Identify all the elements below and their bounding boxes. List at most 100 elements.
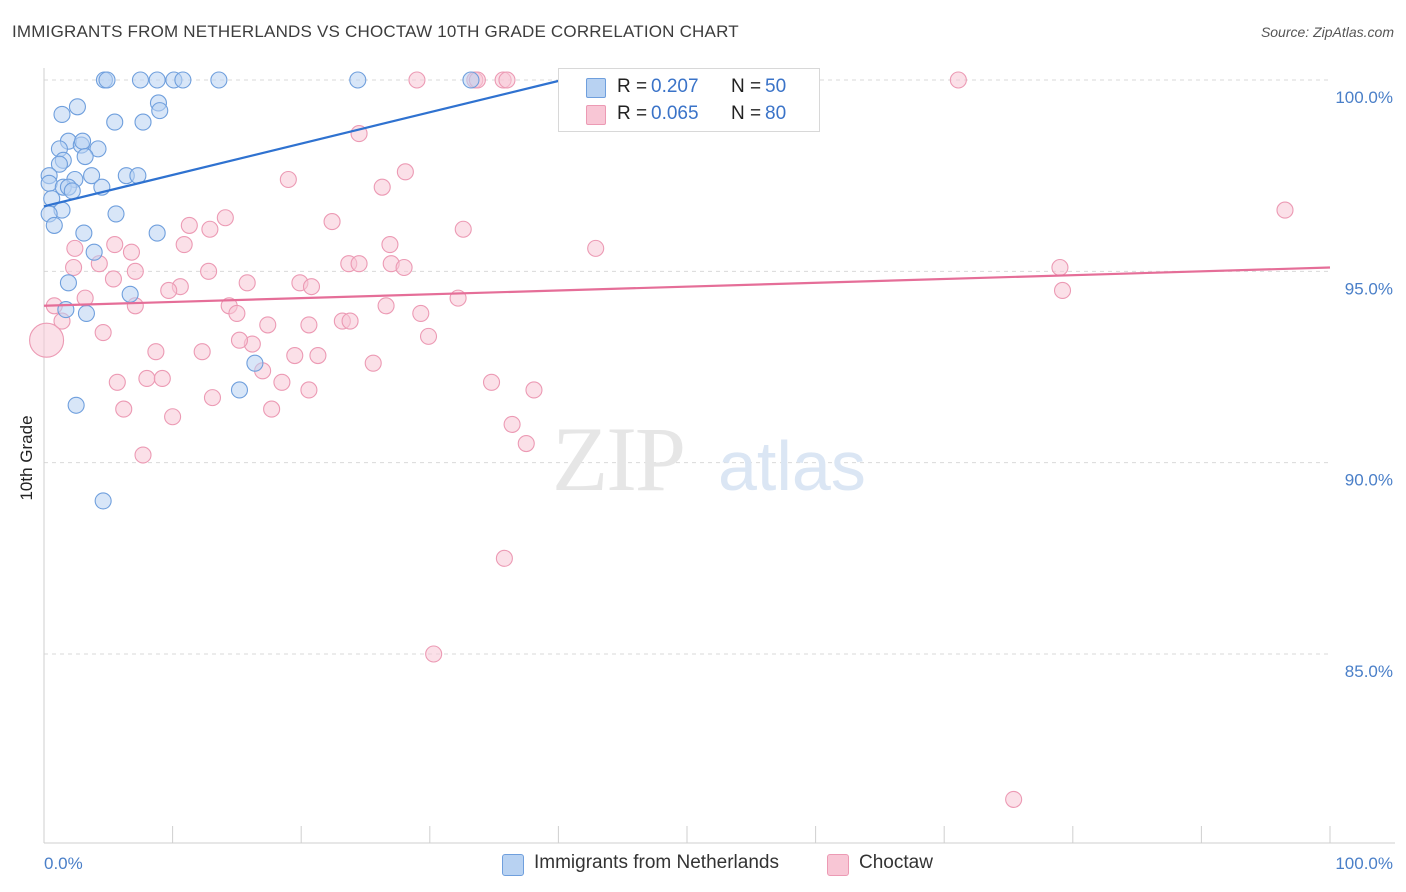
y-tick-label: 100.0% xyxy=(1335,88,1393,107)
choctaw-point xyxy=(300,381,318,399)
x-tick-label-end: 100.0% xyxy=(1335,854,1393,873)
choctaw-point xyxy=(454,220,472,238)
netherlands-swatch xyxy=(586,78,606,98)
choctaw-point xyxy=(412,304,430,322)
netherlands-point xyxy=(77,304,95,322)
netherlands-point xyxy=(106,113,124,131)
netherlands-point xyxy=(148,224,166,242)
choctaw-point xyxy=(238,274,256,292)
choctaw-point xyxy=(396,163,414,181)
netherlands-point xyxy=(89,140,107,158)
choctaw-point xyxy=(228,304,246,322)
n-value: 50 xyxy=(765,76,787,97)
n-label: N = xyxy=(731,76,762,97)
trend-layer xyxy=(43,78,1331,307)
choctaw-point xyxy=(164,408,182,426)
choctaw-point xyxy=(517,434,535,453)
choctaw-point xyxy=(1053,281,1072,300)
choctaw-point xyxy=(323,213,341,231)
netherlands-point xyxy=(63,182,81,200)
choctaw-point xyxy=(65,258,83,277)
y-tick-label: 95.0% xyxy=(1345,279,1393,298)
r-label: R = xyxy=(617,76,648,97)
choctaw-point xyxy=(104,270,122,288)
choctaw-point xyxy=(273,373,291,391)
choctaw-point xyxy=(525,381,543,399)
choctaw-point xyxy=(66,239,84,257)
netherlands-point xyxy=(53,105,71,123)
choctaw-point xyxy=(341,312,359,330)
choctaw-point xyxy=(949,71,967,89)
choctaw-swatch xyxy=(586,105,606,125)
stats-legend: R = 0.207 N = 50 R = 0.065 N = 80 xyxy=(558,68,820,132)
netherlands-point xyxy=(40,174,58,192)
netherlands-point xyxy=(67,396,85,414)
series-legend: Immigrants from Netherlands Choctaw xyxy=(0,852,1406,878)
choctaw-point xyxy=(147,343,165,361)
netherlands-point xyxy=(85,243,103,261)
choctaw-point xyxy=(216,209,234,227)
choctaw-point xyxy=(300,316,318,334)
watermark-zip: ZIP xyxy=(552,408,684,510)
points-layer xyxy=(29,71,1294,808)
netherlands-legend-swatch xyxy=(502,854,524,876)
choctaw-point xyxy=(350,255,368,273)
choctaw-point xyxy=(364,354,382,372)
watermark: ZIP atlas xyxy=(552,408,866,510)
x-tick-labels: 0.0% 100.0% xyxy=(44,854,1393,873)
choctaw-point xyxy=(395,258,413,277)
y-tick-label: 85.0% xyxy=(1345,662,1393,681)
netherlands-point xyxy=(349,71,367,89)
netherlands-point xyxy=(462,71,480,89)
netherlands-point xyxy=(151,102,169,120)
choctaw-point xyxy=(482,373,501,391)
choctaw-point xyxy=(180,216,198,234)
choctaw-point xyxy=(160,281,178,300)
netherlands-point xyxy=(45,216,63,234)
choctaw-point xyxy=(115,400,133,418)
r-value: 0.207 xyxy=(651,76,699,97)
choctaw-point xyxy=(302,278,321,296)
legend-label: Choctaw xyxy=(859,852,933,873)
choctaw-point xyxy=(419,327,438,345)
choctaw-point xyxy=(377,297,395,315)
netherlands-point xyxy=(94,492,112,510)
choctaw-point xyxy=(200,262,218,280)
choctaw-trendline xyxy=(43,266,1331,307)
choctaw-point xyxy=(1051,258,1069,277)
choctaw-point xyxy=(259,316,277,334)
choctaw-point xyxy=(122,243,140,261)
choctaw-point xyxy=(381,235,399,254)
choctaw-point xyxy=(134,446,152,464)
netherlands-point xyxy=(134,113,152,131)
choctaw-point xyxy=(138,369,156,388)
choctaw-point xyxy=(230,331,249,349)
choctaw-point xyxy=(373,178,391,196)
netherlands-point xyxy=(83,167,101,185)
netherlands-point xyxy=(68,98,86,116)
netherlands-point xyxy=(74,132,92,150)
choctaw-legend-swatch xyxy=(827,854,849,876)
netherlands-point xyxy=(230,381,249,399)
netherlands-point xyxy=(75,224,93,242)
watermark-atlas: atlas xyxy=(718,427,866,505)
netherlands-point xyxy=(148,71,166,89)
netherlands-point xyxy=(107,205,125,223)
choctaw-point xyxy=(94,324,112,342)
chart-title: IMMIGRANTS FROM NETHERLANDS VS CHOCTAW 1… xyxy=(12,22,739,41)
stats-row-netherlands: R = 0.207 N = 50 xyxy=(559,74,819,100)
x-tick-label-start: 0.0% xyxy=(44,854,83,873)
netherlands-trendline xyxy=(43,78,563,208)
netherlands-point xyxy=(76,147,94,166)
r-value: 0.065 xyxy=(651,103,699,124)
choctaw-point xyxy=(1276,201,1294,219)
choctaw-point xyxy=(1005,790,1023,808)
choctaw-point xyxy=(203,389,222,407)
n-label: N = xyxy=(731,103,762,124)
y-tick-labels: 85.0% 90.0% 95.0% 100.0% xyxy=(1335,88,1393,681)
n-value: 80 xyxy=(765,103,787,124)
choctaw-point xyxy=(263,400,281,418)
legend-label: Immigrants from Netherlands xyxy=(534,852,779,873)
choctaw-point xyxy=(126,262,144,280)
